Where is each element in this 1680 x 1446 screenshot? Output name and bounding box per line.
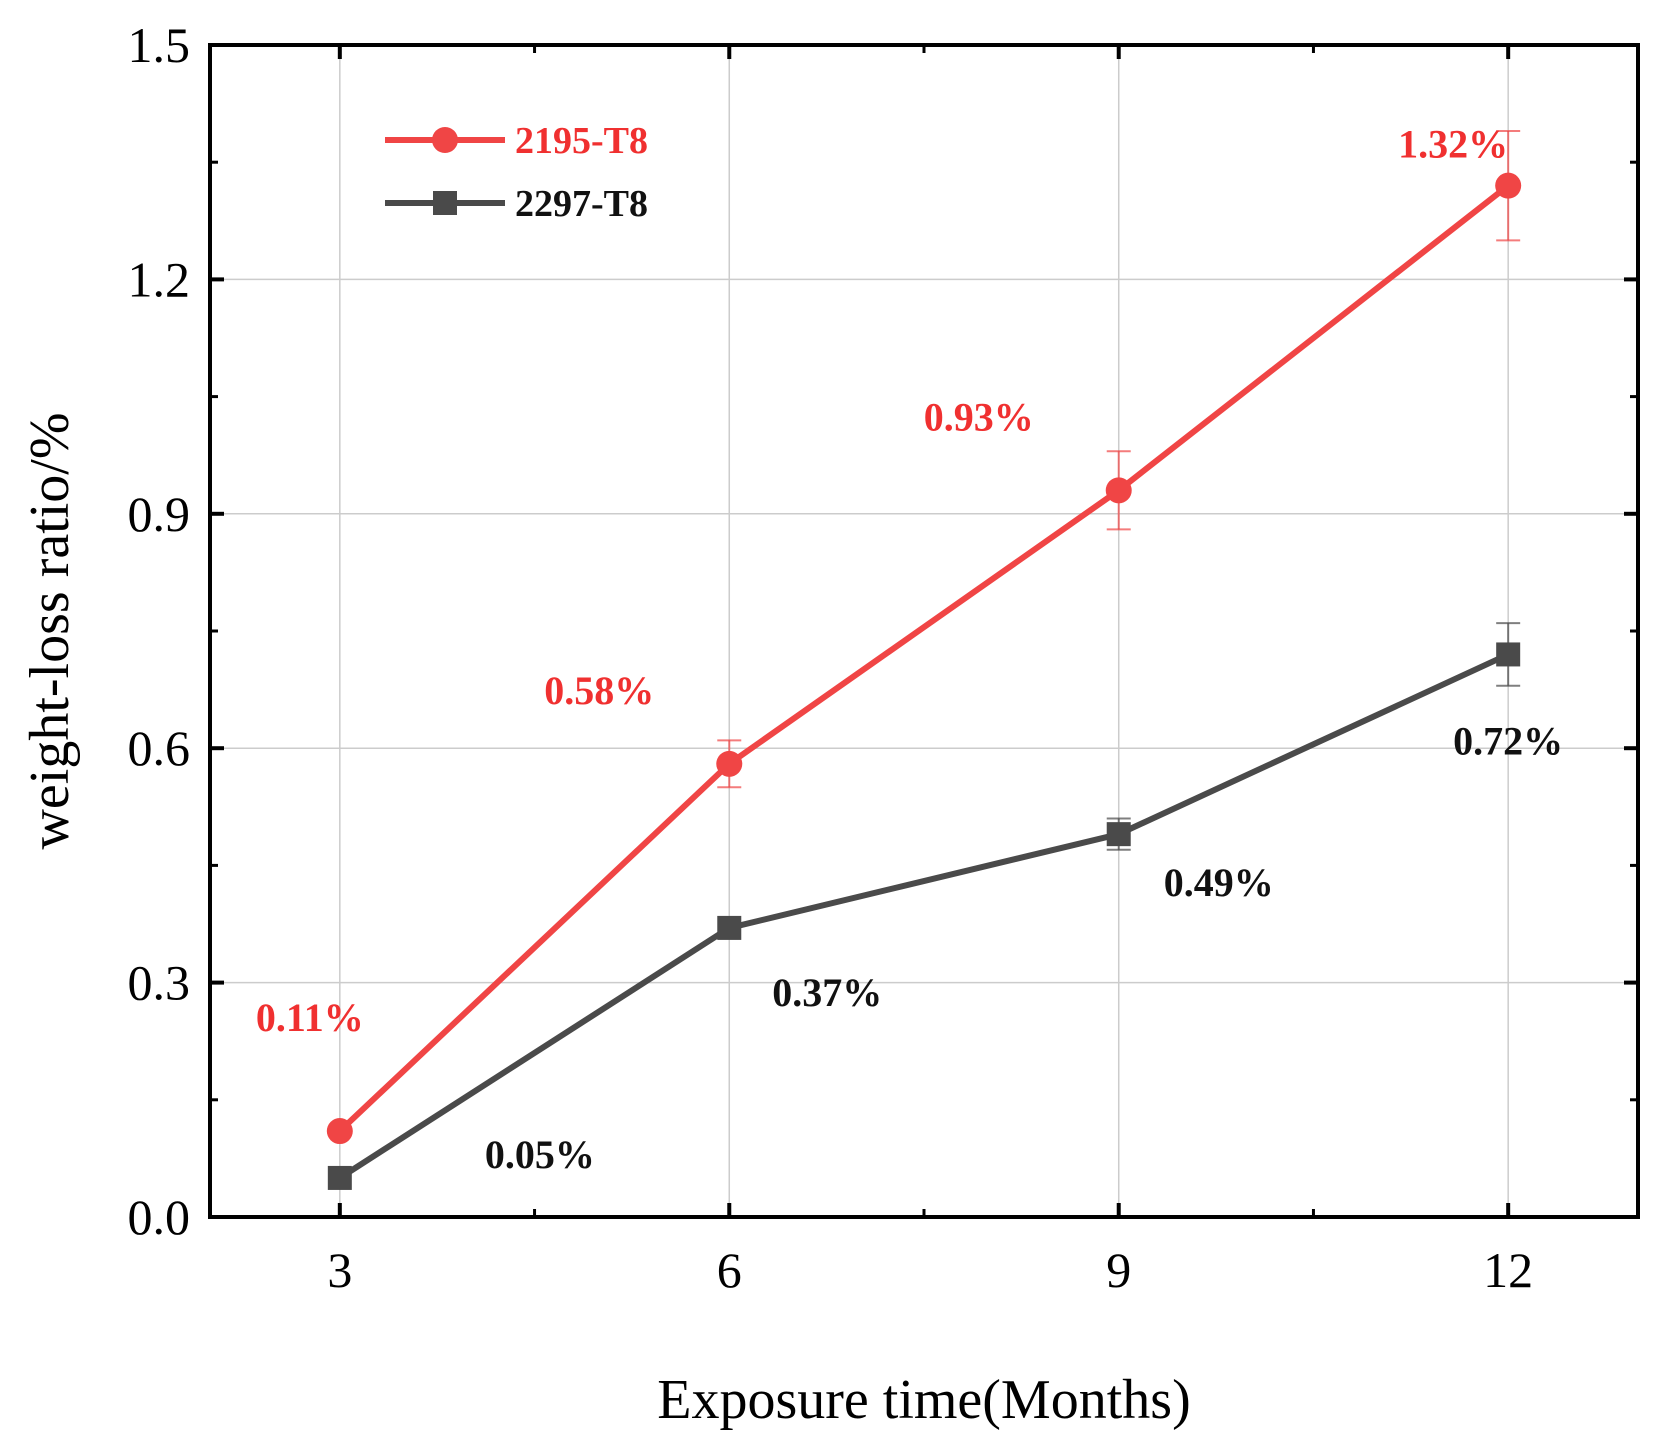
data-point-2195-t8 — [1495, 172, 1522, 199]
grid-lines — [210, 45, 1638, 1217]
legend: 2195-T8 2297-T8 — [385, 120, 648, 225]
data-point-2297-t8 — [1496, 642, 1521, 667]
data-label-2195-t8: 0.93% — [924, 394, 1034, 439]
legend-marker-2195-t8 — [432, 127, 458, 153]
y-axis-title: weight-loss ratio/% — [19, 412, 81, 849]
x-axis-title: Exposure time(Months) — [657, 1369, 1190, 1431]
data-label-2195-t8: 0.58% — [544, 668, 654, 713]
legend-label-2195-t8: 2195-T8 — [515, 120, 648, 162]
legend-label-2297-t8: 2297-T8 — [515, 183, 648, 225]
series-layer — [326, 129, 1522, 1190]
y-tick-label: 1.2 — [128, 251, 191, 307]
x-tick-label: 3 — [327, 1242, 352, 1298]
axis-ticks: 0.0 0.3 0.6 0.9 1.2 1.5 3 6 9 12 — [128, 17, 1638, 1298]
data-point-2297-t8 — [717, 915, 742, 940]
data-label-2195-t8: 0.11% — [256, 995, 364, 1040]
data-label-2297-t8: 0.49% — [1164, 860, 1274, 905]
y-tick-label: 0.6 — [128, 720, 191, 776]
y-tick-label: 1.5 — [128, 17, 191, 73]
data-label-2297-t8: 0.72% — [1453, 718, 1563, 763]
data-point-2297-t8 — [327, 1165, 352, 1190]
legend-marker-2297-t8 — [433, 191, 457, 215]
series-line-2297-t8 — [338, 651, 1510, 1181]
y-tick-label: 0.9 — [128, 486, 191, 542]
series-line-2195-t8 — [337, 183, 1511, 1134]
data-labels: 0.11% 0.58% 0.93% 1.32% 0.05% 0.37% 0.49% 0.72% — [256, 122, 1563, 1177]
data-point-2195-t8 — [326, 1118, 353, 1145]
data-point-2297-t8 — [1106, 822, 1131, 847]
data-point-2195-t8 — [1105, 477, 1132, 504]
data-point-2195-t8 — [716, 750, 743, 777]
x-tick-label: 6 — [717, 1242, 742, 1298]
y-tick-label: 0.3 — [128, 955, 191, 1011]
data-label-2297-t8: 0.37% — [772, 970, 882, 1015]
x-tick-label: 9 — [1106, 1242, 1131, 1298]
data-label-2195-t8: 1.32% — [1398, 122, 1508, 167]
plot-frame — [208, 43, 1640, 1219]
data-label-2297-t8: 0.05% — [485, 1132, 595, 1177]
y-tick-label: 0.0 — [128, 1189, 191, 1245]
x-tick-label: 12 — [1483, 1242, 1533, 1298]
